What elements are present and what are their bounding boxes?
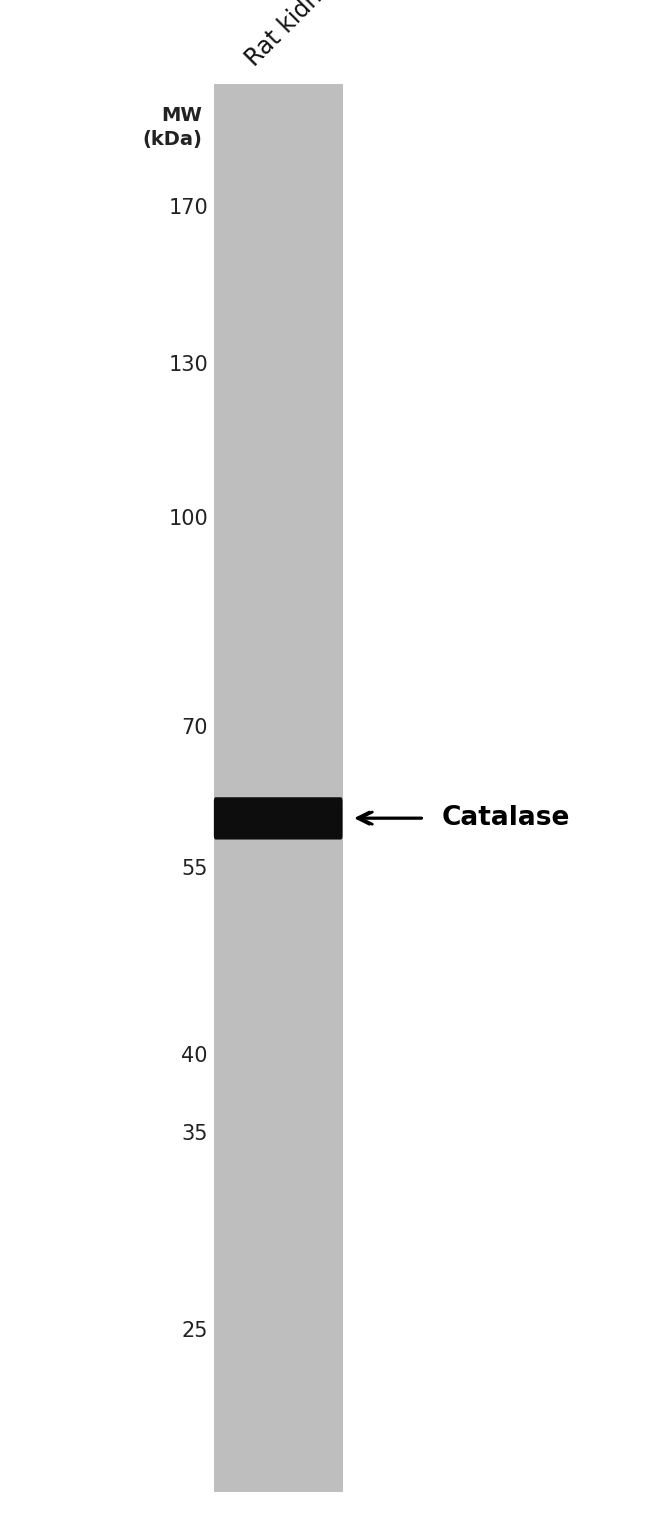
Text: 40: 40 [181,1045,208,1065]
Text: Catalase: Catalase [442,805,571,831]
Text: 25: 25 [181,1320,208,1340]
Text: 35: 35 [181,1123,208,1143]
Text: 70: 70 [181,717,208,737]
Text: 55: 55 [181,859,208,879]
Text: Rat kidney: Rat kidney [240,0,346,71]
Bar [214,85,343,1491]
Text: 100: 100 [168,509,208,529]
Text: 170: 170 [168,199,208,219]
Text: 130: 130 [168,356,208,376]
Text: MW
(kDa): MW (kDa) [142,106,202,149]
FancyBboxPatch shape [214,797,343,840]
